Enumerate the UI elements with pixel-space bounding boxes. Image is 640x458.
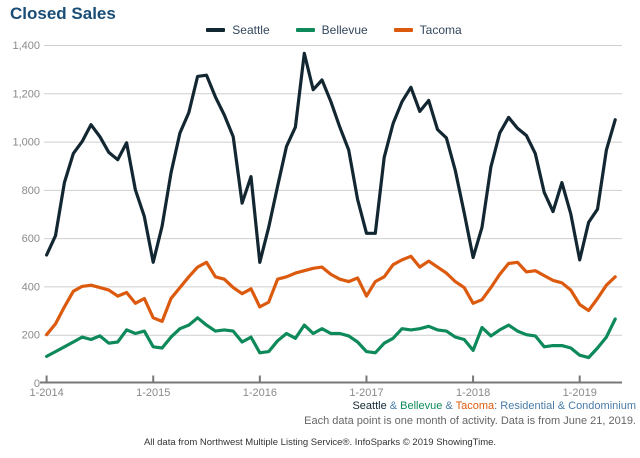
legend-label-seattle: Seattle — [232, 23, 270, 37]
footnote-series-description: Seattle & Bellevue & Tacoma: Residential… — [352, 400, 636, 412]
series-line-tacoma[interactable] — [44, 254, 617, 337]
footnote-property-types: : Residential & Condominium — [494, 400, 636, 412]
x-axis-label-1-2019: 1-2019 — [563, 387, 597, 399]
y-axis-label-800: 800 — [22, 185, 40, 197]
legend-label-bellevue: Bellevue — [321, 23, 368, 37]
series-line-bellevue[interactable] — [44, 316, 617, 360]
legend-item-seattle[interactable]: Seattle — [206, 23, 270, 37]
y-axis-label-1400: 1,400 — [12, 40, 40, 52]
x-axis-label-1-2015: 1-2015 — [136, 387, 170, 399]
y-axis-label-600: 600 — [22, 233, 40, 245]
y-axis-label-1000: 1,000 — [12, 137, 40, 149]
footnote-seattle: Seattle — [352, 400, 387, 412]
y-axis-label-200: 200 — [22, 330, 40, 342]
legend: Seattle Bellevue Tacoma — [46, 23, 622, 37]
series-line-seattle[interactable] — [44, 51, 617, 264]
x-axis-label-1-2017: 1-2017 — [349, 387, 383, 399]
footnote-amp2: & — [442, 400, 456, 412]
legend-label-tacoma: Tacoma — [419, 23, 462, 37]
legend-item-tacoma[interactable]: Tacoma — [393, 23, 462, 37]
y-axis-label-400: 400 — [22, 281, 40, 293]
footnote-amp1: & — [386, 400, 401, 412]
footnote-data-date: Each data point is one month of activity… — [304, 415, 636, 427]
legend-swatch-icon-seattle — [206, 28, 226, 32]
legend-swatch-icon-tacoma — [393, 28, 413, 32]
footnote-bellevue: Bellevue — [400, 400, 443, 412]
footnote-tacoma: Tacoma — [455, 400, 495, 412]
legend-swatch-icon-bellevue — [295, 28, 315, 32]
legend-item-bellevue[interactable]: Bellevue — [295, 23, 368, 37]
x-axis-label-1-2018: 1-2018 — [456, 387, 490, 399]
y-axis-label-1200: 1,200 — [12, 88, 40, 100]
x-axis-label-1-2014: 1-2014 — [29, 387, 63, 399]
page-title: Closed Sales — [10, 4, 116, 23]
footnote-attribution: All data from Northwest Multiple Listing… — [143, 437, 497, 448]
y-axis-label-0: 0 — [34, 378, 40, 390]
x-axis-label-1-2016: 1-2016 — [243, 387, 277, 399]
sales-line-chart: 1,400 1,200 1,000 800 600 400 200 01-2014 1-2015… — [12, 40, 622, 399]
